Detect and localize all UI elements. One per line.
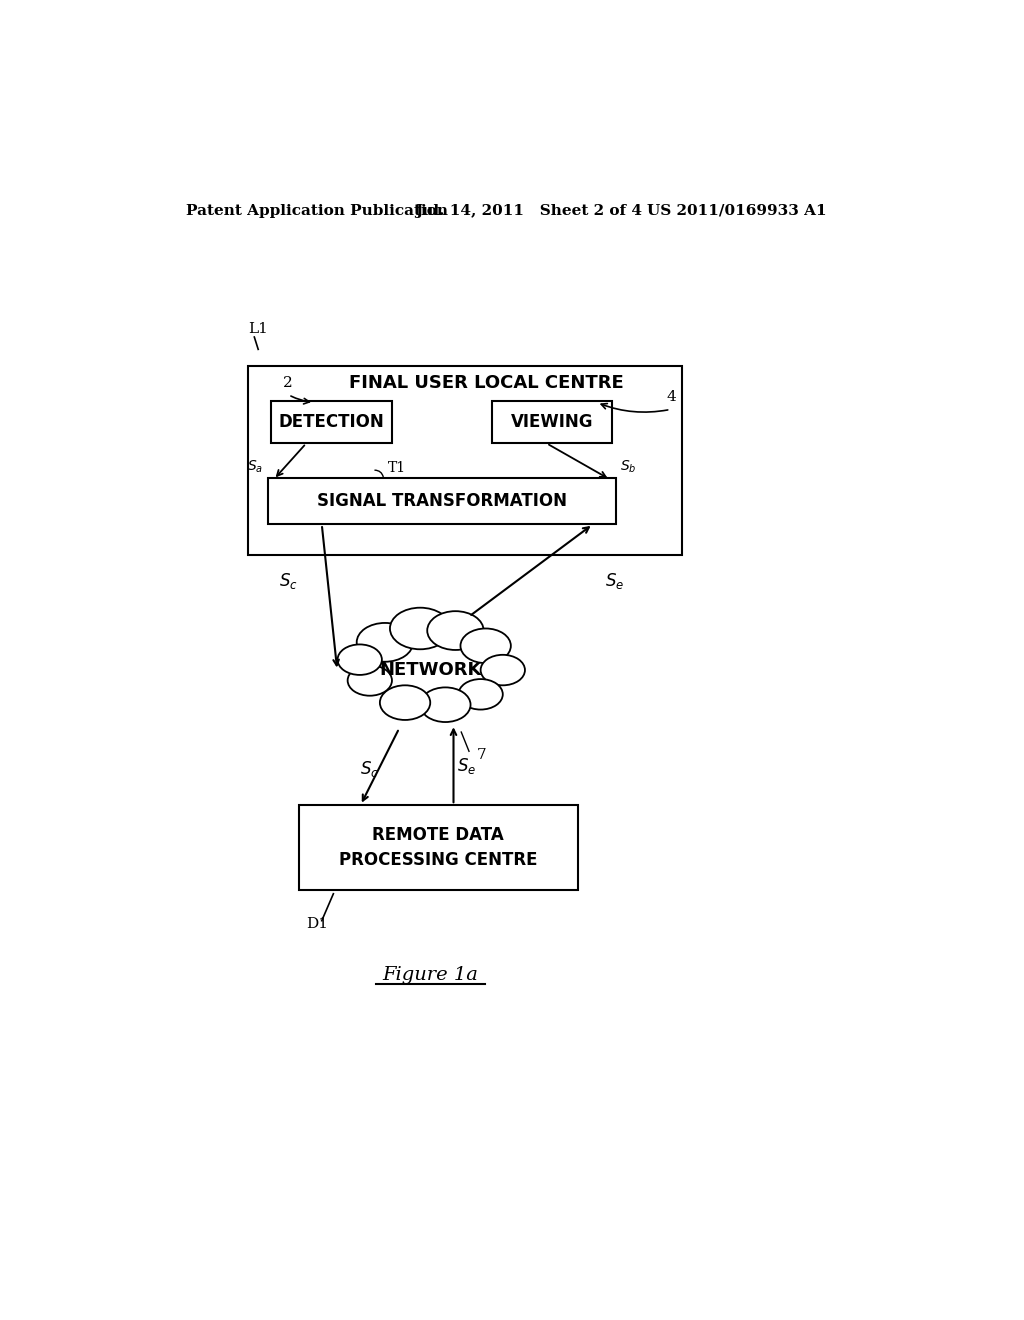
Ellipse shape [480, 655, 525, 685]
Text: $S_c$: $S_c$ [280, 570, 298, 591]
Ellipse shape [461, 628, 511, 663]
Bar [271, 401, 391, 444]
Text: DETECTION: DETECTION [279, 413, 384, 432]
Text: Patent Application Publication: Patent Application Publication [186, 203, 449, 218]
Text: $S_b$: $S_b$ [621, 458, 637, 475]
Text: VIEWING: VIEWING [511, 413, 594, 432]
Ellipse shape [390, 607, 451, 649]
Ellipse shape [420, 688, 471, 722]
Ellipse shape [459, 678, 503, 710]
Ellipse shape [347, 665, 392, 696]
Text: 4: 4 [667, 389, 677, 404]
Text: T1: T1 [388, 461, 406, 475]
Text: 2: 2 [283, 376, 293, 391]
Text: $S_c$: $S_c$ [360, 759, 379, 779]
Ellipse shape [338, 644, 382, 675]
Text: L1: L1 [248, 322, 268, 337]
Bar [299, 805, 578, 890]
Text: $S_e$: $S_e$ [604, 570, 624, 591]
Text: NETWORK: NETWORK [379, 661, 481, 680]
Text: 7: 7 [477, 748, 486, 762]
Text: $S_a$: $S_a$ [248, 458, 263, 475]
Ellipse shape [356, 623, 413, 661]
Bar [248, 367, 682, 554]
Bar [267, 478, 616, 524]
Ellipse shape [380, 685, 430, 719]
Text: US 2011/0169933 A1: US 2011/0169933 A1 [647, 203, 826, 218]
Text: Figure 1a: Figure 1a [382, 966, 478, 983]
Text: REMOTE DATA
PROCESSING CENTRE: REMOTE DATA PROCESSING CENTRE [339, 826, 538, 869]
Text: FINAL USER LOCAL CENTRE: FINAL USER LOCAL CENTRE [349, 375, 625, 392]
Text: SIGNAL TRANSFORMATION: SIGNAL TRANSFORMATION [316, 492, 567, 510]
Text: D1: D1 [306, 917, 329, 932]
Bar [493, 401, 612, 444]
Ellipse shape [427, 611, 483, 649]
Text: Jul. 14, 2011   Sheet 2 of 4: Jul. 14, 2011 Sheet 2 of 4 [415, 203, 642, 218]
Text: $S_e$: $S_e$ [458, 755, 476, 776]
